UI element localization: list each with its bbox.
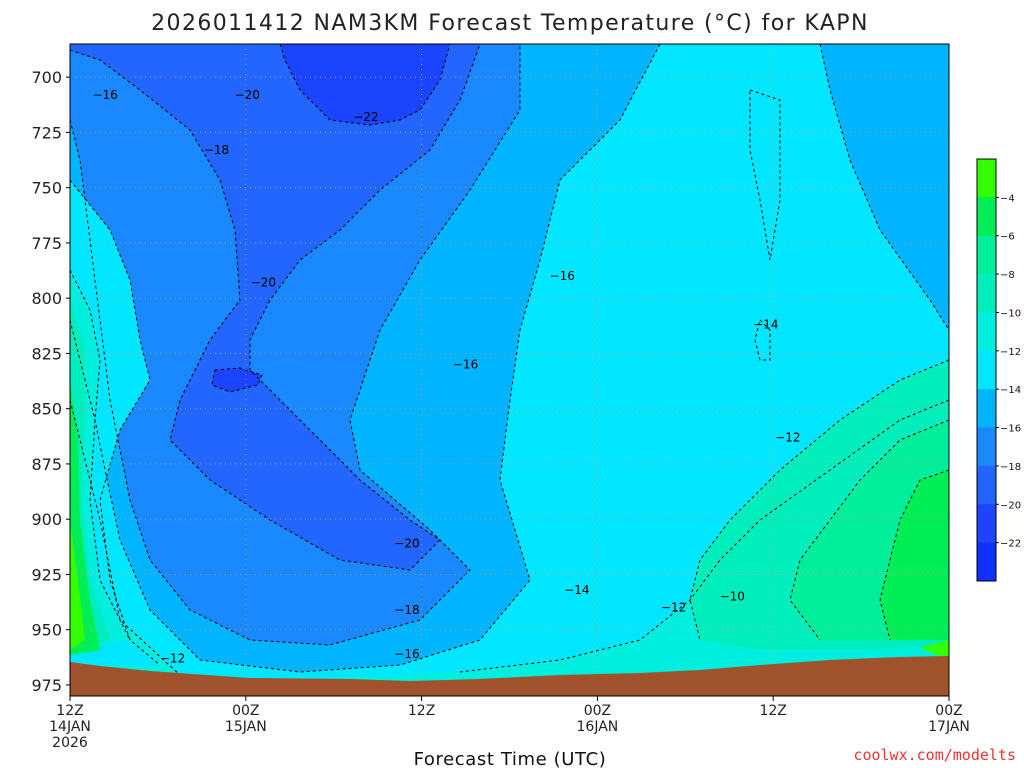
- colorbar-label: −10: [1000, 308, 1021, 319]
- colorbar-swatch: [977, 350, 996, 390]
- contour-label: −22: [353, 110, 378, 124]
- y-tick-label: 825: [31, 344, 62, 363]
- colorbar-label: −16: [1000, 424, 1021, 435]
- x-tick-label: 17JAN: [928, 719, 970, 735]
- contour-label: −16: [92, 88, 117, 102]
- contour-label: −12: [160, 651, 185, 665]
- colorbar-label: −18: [1000, 462, 1021, 473]
- y-tick-label: 700: [31, 68, 62, 87]
- terrain: [70, 656, 949, 696]
- y-tick-label: 725: [31, 123, 62, 142]
- y-tick-label: 850: [31, 400, 62, 419]
- colorbar-label: −20: [1000, 500, 1021, 511]
- colorbar-label: −14: [1000, 385, 1021, 396]
- band-minus22-region: [280, 44, 450, 125]
- contour-line: [749, 89, 781, 261]
- x-tick-label: 12Z: [759, 703, 786, 719]
- x-tick-label: 00Z: [935, 703, 962, 719]
- band-minus20-region: [70, 44, 480, 570]
- contour-line: [754, 319, 771, 361]
- contour-line: [459, 399, 949, 673]
- contour-line: [211, 367, 263, 393]
- y-tick-label: 775: [31, 234, 62, 253]
- x-tick-label: 15JAN: [225, 719, 267, 735]
- chart-title: 2026011412 NAM3KM Forecast Temperature (…: [151, 11, 869, 36]
- x-tick-label: 2026: [52, 735, 88, 751]
- band-minus4-region: [920, 640, 949, 660]
- colorbar-swatch: [977, 542, 996, 582]
- contour-line: [879, 469, 949, 641]
- y-tick-label: 800: [31, 289, 62, 308]
- contour-label: −10: [720, 590, 745, 604]
- credit-text[interactable]: coolwx.com/modelts: [853, 746, 1016, 764]
- x-tick-label: 12Z: [56, 703, 83, 719]
- colorbar-label: −6: [1000, 232, 1015, 243]
- y-axis-labels: 700 725 750 775 800 825 850 875 900 925 950 975: [31, 68, 70, 695]
- contour-line: [70, 44, 661, 673]
- colorbar-swatch: [977, 274, 996, 313]
- x-tick-label: 00Z: [584, 703, 611, 719]
- colorbar-label: −22: [1000, 539, 1021, 550]
- colorbar: −4 −6 −8 −10 −12 −14 −16 −18 −20 −22: [976, 158, 1021, 582]
- colorbar-swatch: [977, 465, 996, 505]
- y-tick-label: 925: [31, 565, 62, 584]
- contour-line: [819, 44, 949, 331]
- contour-line: [70, 179, 161, 666]
- contour-label: −16: [453, 357, 478, 371]
- contour-label: −12: [661, 601, 686, 615]
- contour-line: [70, 399, 181, 676]
- y-tick-label: 975: [31, 676, 62, 695]
- x-axis-title: Forecast Time (UTC): [414, 749, 607, 768]
- band-minus6-region: [880, 470, 949, 640]
- y-tick-label: 950: [31, 621, 62, 640]
- contour-label: −14: [753, 318, 778, 332]
- x-tick-label: 00Z: [232, 703, 259, 719]
- colorbar-swatch: [977, 427, 996, 467]
- grid: [70, 44, 949, 696]
- colorbar-swatch: [977, 312, 996, 352]
- contour-label: −20: [251, 276, 276, 290]
- contour-line: [70, 44, 481, 571]
- contour-label: −16: [394, 647, 419, 661]
- contour-label: −18: [394, 603, 419, 617]
- contour-line: [70, 44, 521, 646]
- band-minus18-region: [70, 44, 520, 645]
- colorbar-label: −12: [1000, 347, 1021, 358]
- contour-label: −16: [550, 269, 575, 283]
- band-minus16-region: [70, 44, 949, 330]
- band-minus22-blob: [212, 368, 262, 392]
- contour-line: [70, 269, 131, 641]
- x-tick-label: 14JAN: [49, 719, 91, 735]
- contour-lines: [70, 44, 949, 676]
- band-left-minus4: [70, 520, 85, 650]
- contour-labels: −16 −20 −22 −18 −20 −16 −16 −14 −12 −20 −18 −16 −14 −…: [92, 88, 800, 666]
- x-tick-label: 16JAN: [577, 719, 619, 735]
- colorbar-swatch: [977, 197, 996, 237]
- contour-label: −20: [235, 88, 260, 102]
- contour-label: −14: [564, 583, 589, 597]
- colorbar-frame: [976, 158, 997, 582]
- plot-area: [70, 44, 949, 696]
- y-tick-label: 750: [31, 179, 62, 198]
- contour-label: −12: [775, 430, 800, 444]
- colorbar-swatch: [977, 159, 996, 198]
- colorbar-label: −8: [1000, 270, 1015, 281]
- colorbar-swatch: [977, 504, 996, 544]
- contour-line: [279, 44, 451, 126]
- x-tick-label: 12Z: [408, 703, 435, 719]
- contour-label: −20: [394, 536, 419, 550]
- colorbar-swatch: [977, 235, 996, 275]
- colorbar-swatch: [977, 389, 996, 429]
- plot-frame: [69, 43, 950, 697]
- contour-label: −18: [204, 143, 229, 157]
- colorbar-label: −4: [1000, 193, 1015, 204]
- y-tick-label: 900: [31, 510, 62, 529]
- y-tick-label: 875: [31, 455, 62, 474]
